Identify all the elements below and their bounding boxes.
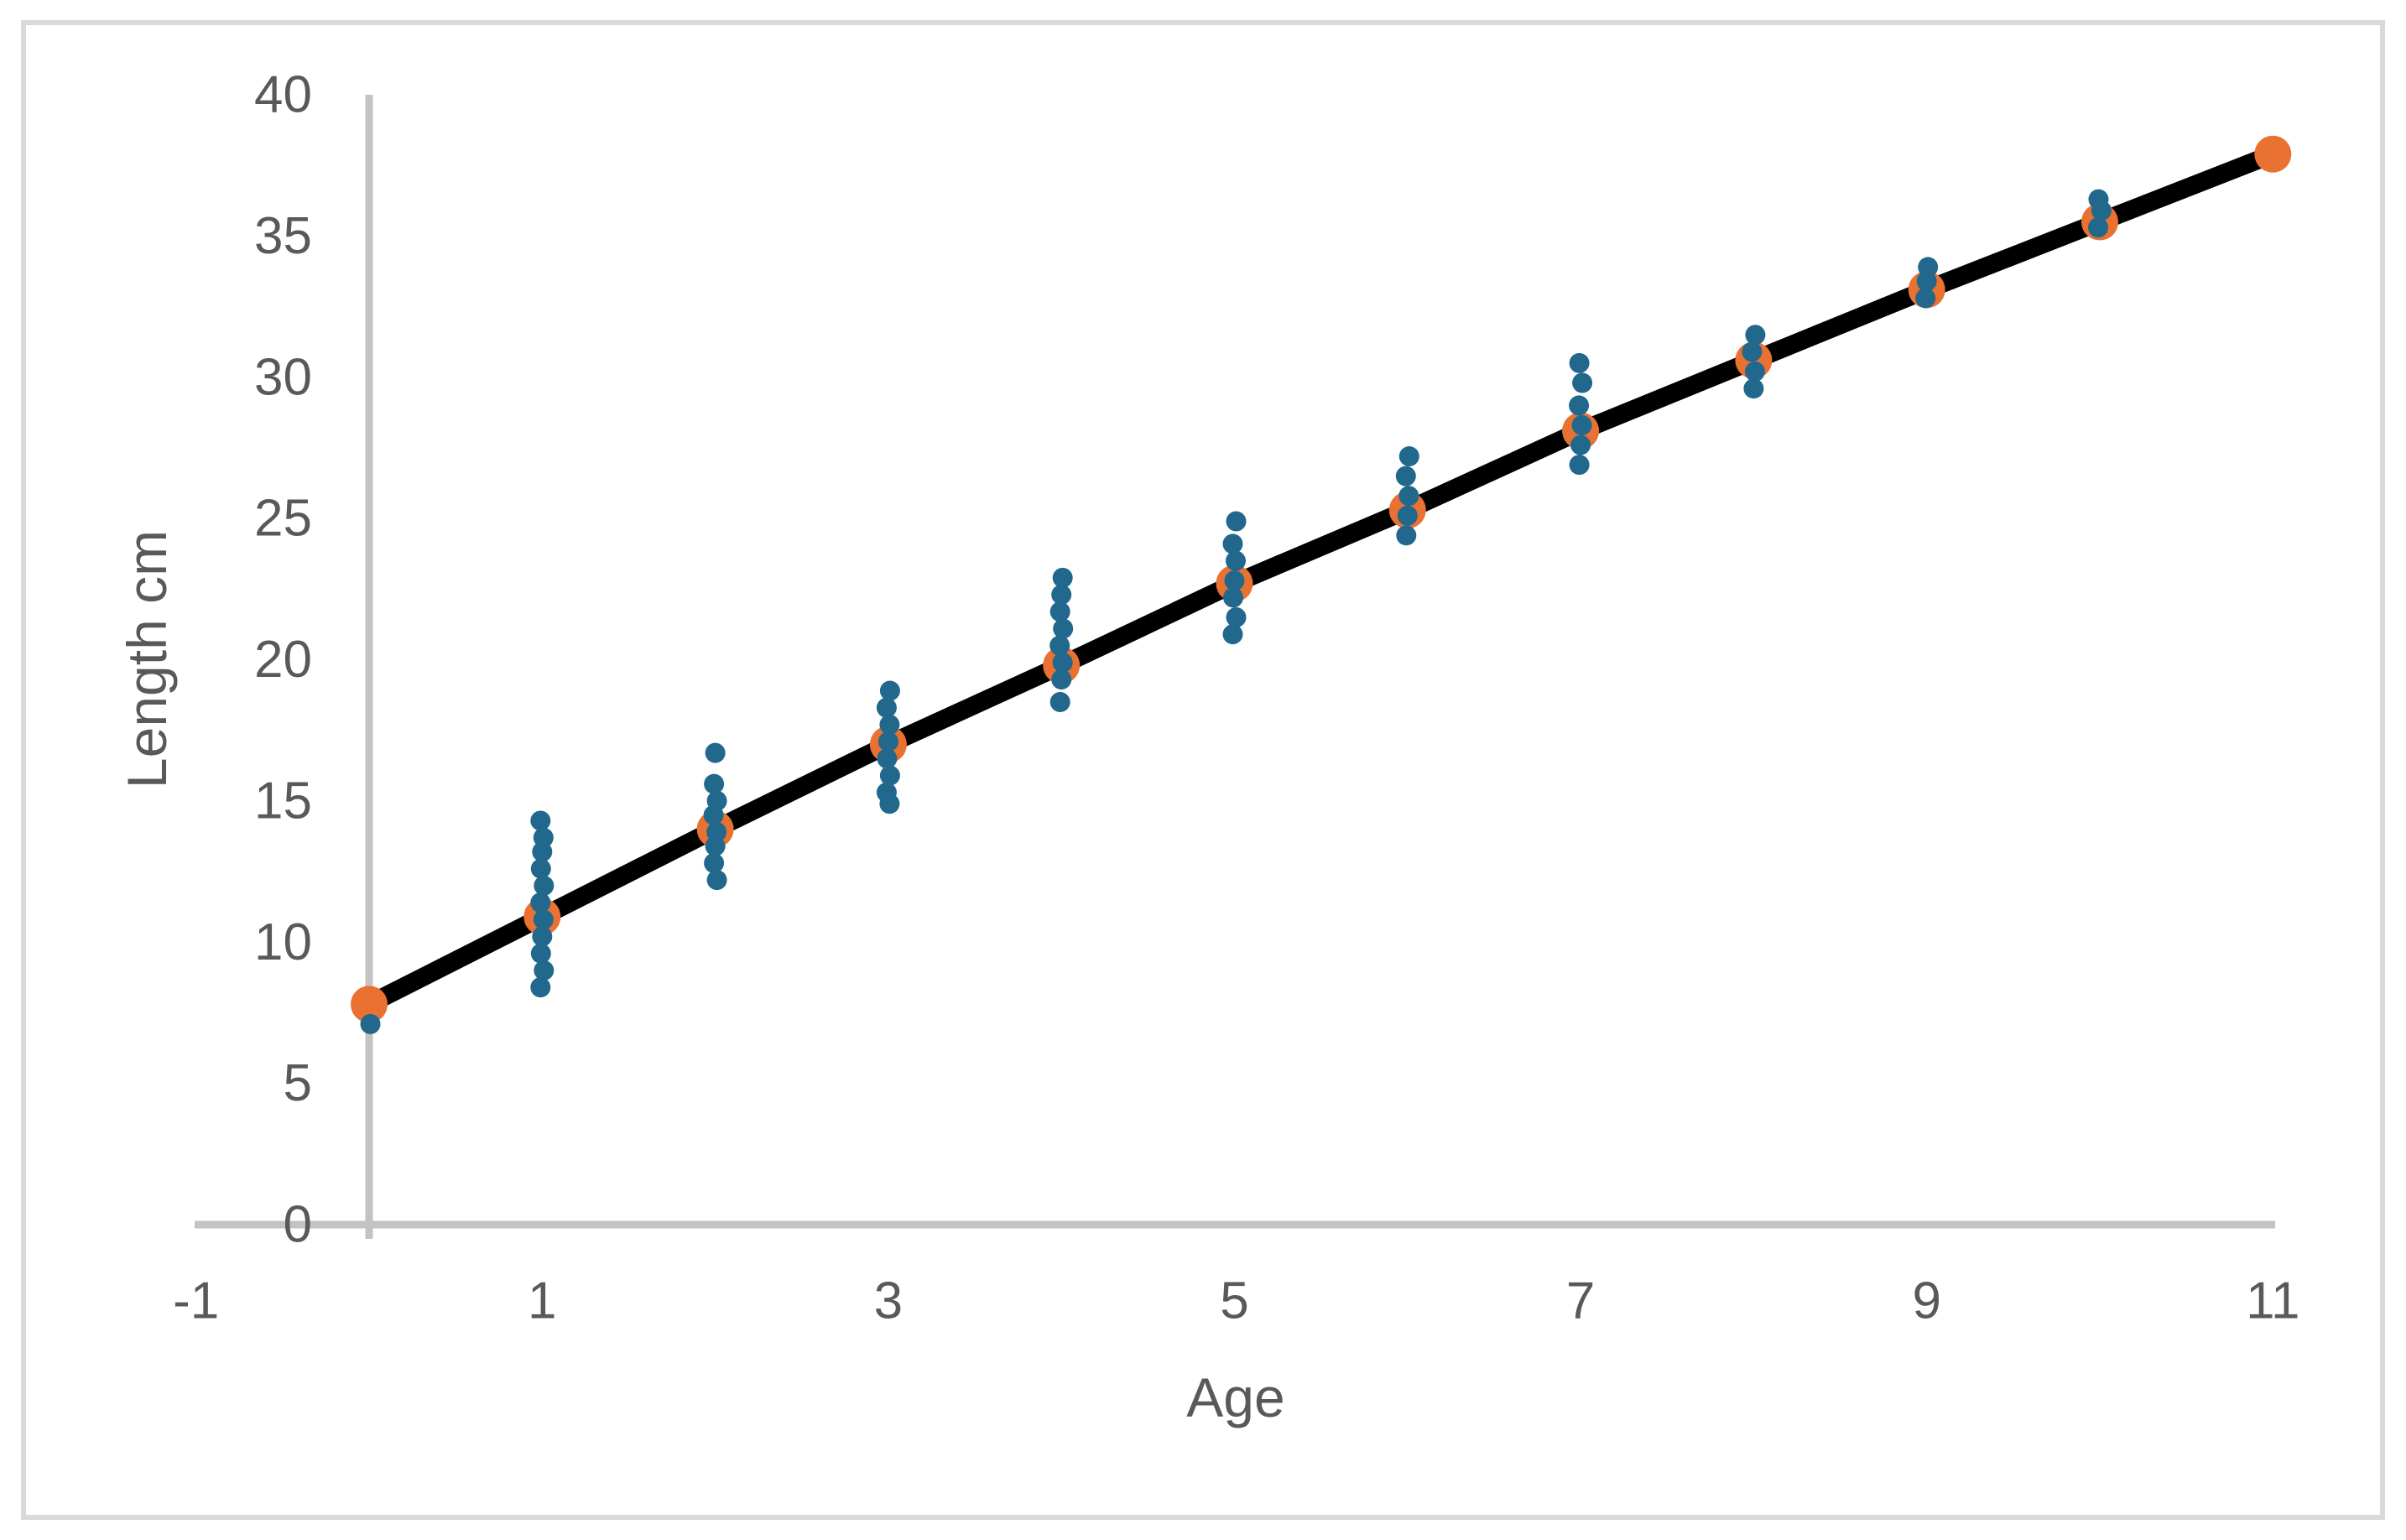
observed-data-point [1744,362,1765,382]
observed-data-point [1569,455,1590,476]
y-tick-label: 20 [254,631,312,689]
observed-data-point [879,680,900,701]
observed-data-point [1395,466,1416,486]
observed-data-point [1223,587,1243,608]
observed-data-point [530,943,551,964]
observed-data-point [1398,446,1419,467]
x-tick-label: 1 [528,1272,556,1330]
chart-frame-border [21,20,2385,1520]
x-tick-label: 3 [874,1272,903,1330]
x-tick-label: 11 [2246,1272,2299,1330]
observed-data-point [2088,217,2108,238]
observed-data-point [1052,652,1073,673]
y-tick-label: 5 [284,1054,312,1112]
fitted-data-point [351,986,388,1023]
x-tick-label: 5 [1220,1272,1248,1330]
observed-data-point [1226,550,1246,571]
observed-data-point [1224,570,1245,591]
observed-data-point [1049,692,1070,713]
observed-data-point [1572,372,1593,393]
observed-data-point [530,977,551,998]
observed-data-point [530,892,551,913]
observed-data-point [1396,525,1417,546]
y-axis-tick-labels: 0 5 10 15 20 25 30 35 40 [254,66,312,1254]
observed-data-point [534,960,555,981]
y-tick-label: 15 [254,772,312,830]
observed-data-point [1226,606,1247,627]
y-tick-label: 40 [254,66,312,124]
observed-data-point [532,926,553,947]
observed-data-point [706,870,727,891]
observed-data-point [1915,288,1936,309]
observed-data-point [2088,189,2109,210]
y-tick-label: 35 [254,207,312,265]
x-axis-title: Age [1186,1366,1284,1428]
observed-data-point [1569,352,1590,373]
x-tick-label: 7 [1566,1272,1595,1330]
y-tick-label: 10 [254,913,312,971]
observed-data-point [534,875,555,896]
observed-point-markers [360,189,2112,1034]
observed-data-point [1052,567,1073,588]
observed-data-point [705,742,726,763]
observed-data-point [879,765,900,786]
observed-data-point [533,909,554,930]
observed-data-point [1053,618,1074,639]
observed-data-point [1745,325,1766,346]
observed-data-point [878,731,898,752]
observed-data-point [1222,624,1243,645]
observed-data-point [706,821,727,842]
y-axis-title: Length cm [116,530,178,788]
observed-data-point [1569,395,1590,416]
y-tick-label: 25 [254,490,312,548]
observed-data-point [533,827,554,848]
observed-data-point [877,748,898,769]
observed-data-point [1743,378,1764,399]
observed-data-point [1049,601,1070,622]
observed-data-point [1742,341,1763,362]
observed-data-point [1226,511,1247,532]
observed-data-point [706,790,727,811]
observed-data-point [1222,533,1243,554]
x-tick-label: 9 [1912,1272,1940,1330]
observed-data-point [704,852,725,873]
observed-data-point [530,858,551,879]
observed-data-point [876,782,897,803]
observed-data-point [1571,414,1592,435]
observed-data-point [879,714,900,735]
fitted-data-point [2254,135,2292,173]
observed-data-point [1918,257,1939,278]
observed-data-point [1398,486,1419,507]
observed-data-point [704,773,725,794]
x-tick-label: -1 [173,1272,219,1330]
observed-data-point [876,697,897,718]
fitted-growth-line [365,145,2277,1013]
observed-data-point [1049,635,1070,656]
observed-data-point [1051,585,1072,606]
observed-data-point [360,1013,381,1034]
y-tick-label: 0 [284,1196,312,1254]
observed-data-point [530,810,551,831]
observed-data-point [1051,669,1072,690]
x-axis-tick-labels: -1 1 3 5 7 9 11 [173,1272,2299,1330]
y-tick-label: 30 [254,348,312,406]
observed-data-point [1397,505,1418,526]
observed-data-point [1570,434,1591,455]
fitted-line [365,145,2277,1013]
